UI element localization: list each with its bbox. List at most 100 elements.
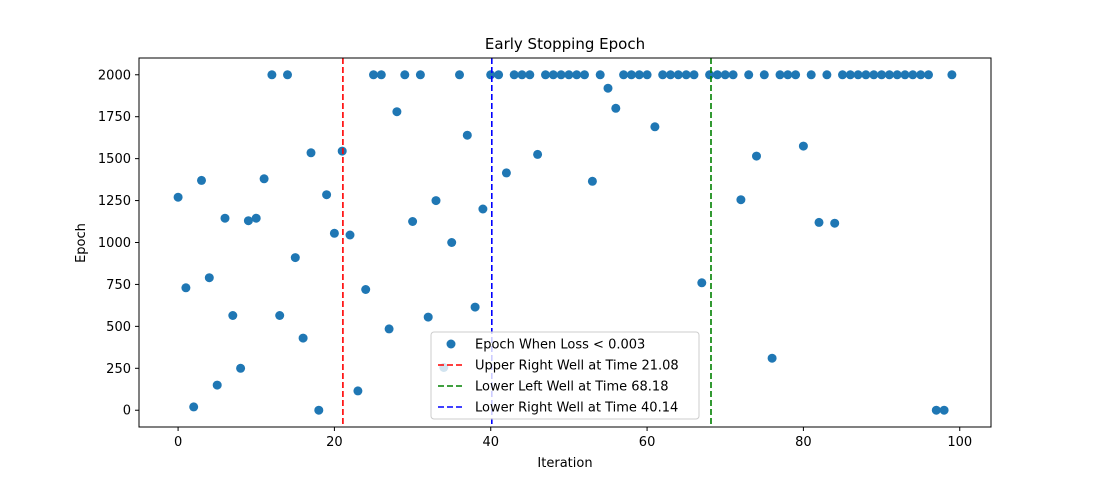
data-point — [189, 402, 199, 412]
data-point — [595, 70, 605, 80]
data-point — [517, 70, 527, 80]
axis-ticks: 0 20 40 60 80 1000250500750100012501500175020… — [98, 68, 972, 450]
legend-label: Upper Right Well at Time 21.08 — [475, 359, 679, 374]
x-tick-label: 20 — [326, 435, 343, 450]
data-point — [267, 70, 277, 80]
data-point — [212, 380, 222, 390]
data-point — [947, 70, 957, 80]
data-point — [204, 273, 214, 283]
data-point — [259, 174, 269, 184]
data-point — [509, 70, 519, 80]
data-point — [353, 386, 363, 396]
data-point — [455, 70, 464, 80]
data-point — [603, 83, 613, 93]
x-axis-label: Iteration — [537, 456, 592, 471]
data-point — [744, 70, 754, 80]
data-point — [838, 70, 847, 80]
y-tick-label: 1750 — [98, 110, 131, 125]
data-point — [533, 149, 543, 159]
data-point — [767, 353, 777, 363]
data-point — [611, 103, 621, 113]
data-point — [314, 405, 324, 415]
data-point — [626, 70, 636, 80]
x-tick-label: 80 — [795, 435, 812, 450]
data-point — [423, 312, 433, 322]
data-point — [869, 70, 879, 80]
data-point — [345, 230, 355, 240]
data-point — [400, 70, 410, 80]
data-point — [845, 70, 855, 80]
data-point — [181, 283, 191, 293]
y-tick-label: 500 — [106, 320, 131, 335]
y-tick-label: 1500 — [98, 152, 131, 167]
data-point — [470, 302, 480, 312]
data-point — [728, 70, 738, 80]
data-point — [197, 175, 206, 185]
data-point — [251, 213, 261, 223]
data-point — [447, 238, 457, 247]
y-tick-label: 2000 — [98, 68, 131, 83]
data-point — [939, 405, 949, 415]
data-point — [658, 70, 668, 80]
data-point — [892, 70, 902, 80]
data-point — [759, 70, 769, 80]
y-tick-label: 1000 — [98, 236, 131, 251]
data-point — [501, 168, 511, 178]
data-point — [642, 70, 652, 80]
data-point — [900, 70, 910, 80]
data-point — [361, 285, 371, 294]
data-point — [243, 216, 253, 226]
legend-label: Lower Left Well at Time 68.18 — [475, 380, 668, 395]
data-point — [689, 70, 699, 80]
data-point — [697, 278, 707, 288]
x-tick-label: 60 — [639, 435, 656, 450]
data-point — [798, 141, 808, 151]
data-point — [720, 70, 730, 80]
y-tick-label: 750 — [106, 278, 131, 293]
legend-marker — [446, 339, 456, 349]
data-point — [392, 107, 402, 117]
data-point — [306, 148, 316, 158]
data-point — [572, 70, 582, 80]
data-point — [681, 70, 691, 80]
data-point — [924, 70, 933, 80]
data-point — [525, 70, 535, 80]
legend: Epoch When Loss < 0.003 Upper Right Well … — [430, 331, 700, 420]
data-point — [541, 70, 550, 80]
data-point — [884, 70, 894, 80]
data-point — [619, 70, 629, 80]
data-point — [564, 70, 574, 80]
data-point — [462, 130, 472, 140]
data-point — [236, 363, 246, 373]
legend-box — [430, 331, 700, 420]
data-point — [548, 70, 558, 80]
data-point — [486, 70, 496, 80]
data-point — [228, 311, 238, 320]
data-point — [298, 333, 308, 343]
data-point — [791, 70, 801, 80]
data-point — [220, 213, 230, 223]
data-point — [283, 70, 292, 80]
data-point — [634, 70, 644, 80]
data-point — [853, 70, 863, 80]
data-point — [806, 70, 816, 80]
data-point — [494, 70, 504, 80]
legend-label: Epoch When Loss < 0.003 — [475, 338, 645, 353]
data-point — [736, 195, 746, 205]
data-point — [173, 192, 183, 202]
data-point — [705, 70, 715, 80]
data-point — [775, 70, 785, 80]
data-point — [322, 190, 332, 200]
data-point — [752, 151, 761, 161]
data-point — [478, 204, 488, 214]
data-point — [908, 70, 918, 80]
legend-label: Lower Right Well at Time 40.14 — [475, 401, 678, 416]
x-tick-label: 40 — [482, 435, 499, 450]
data-point — [580, 70, 589, 80]
data-point — [650, 122, 660, 132]
data-point — [783, 70, 793, 80]
data-point — [329, 228, 339, 238]
data-point — [369, 70, 378, 80]
data-point — [415, 70, 425, 80]
